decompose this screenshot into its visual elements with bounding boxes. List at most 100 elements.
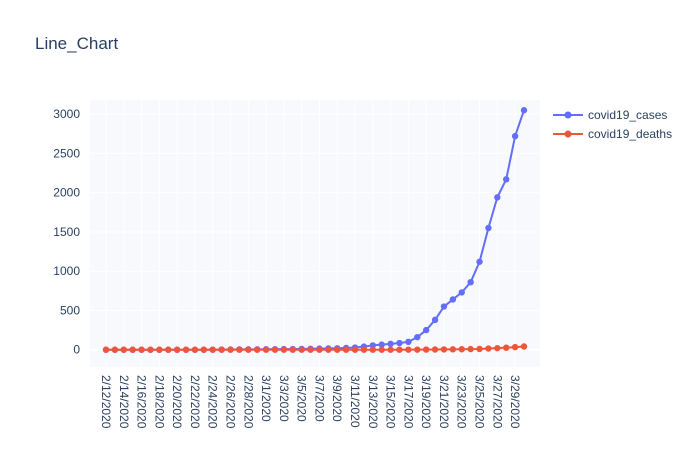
data-point: [262, 346, 270, 353]
data-point: [147, 346, 154, 353]
x-tick-label: 3/23/2020: [455, 375, 469, 429]
plot-background: [90, 100, 540, 367]
x-tick-label: 3/15/2020: [384, 375, 398, 429]
data-point: [156, 346, 163, 353]
x-tick-label: 3/5/2020: [295, 375, 309, 422]
data-point: [236, 346, 243, 353]
data-point: [369, 346, 377, 353]
data-point: [102, 346, 110, 353]
x-tick-label: 2/18/2020: [152, 375, 166, 429]
data-point: [449, 346, 457, 353]
x-tick-label: 3/1/2020: [259, 375, 273, 422]
data-point: [245, 346, 252, 353]
data-point: [138, 346, 145, 353]
x-tick-label: 2/12/2020: [99, 375, 113, 429]
legend-marker: [564, 111, 572, 119]
data-point: [405, 346, 412, 353]
x-tick-label: 2/28/2020: [241, 375, 255, 429]
data-point: [227, 346, 234, 353]
data-point: [165, 346, 172, 353]
x-tick-label: 3/25/2020: [473, 375, 487, 429]
data-point: [414, 346, 421, 353]
y-tick-label: 1000: [53, 264, 80, 278]
y-tick-label: 2500: [53, 146, 80, 160]
data-point: [253, 346, 261, 353]
data-point: [378, 341, 385, 348]
data-point: [298, 346, 305, 353]
x-tick-label: 2/22/2020: [188, 375, 202, 429]
x-tick-label: 3/9/2020: [330, 375, 344, 422]
data-point: [520, 343, 528, 350]
data-point: [307, 346, 314, 353]
data-point: [351, 346, 359, 353]
x-tick-label: 2/26/2020: [224, 375, 238, 429]
data-point: [458, 346, 465, 353]
data-point: [458, 289, 465, 296]
y-tick-label: 2000: [53, 186, 80, 200]
data-point: [503, 344, 510, 351]
data-point: [405, 338, 412, 346]
x-tick-label: 3/11/2020: [348, 375, 362, 428]
data-point: [431, 316, 439, 324]
data-point: [334, 346, 341, 353]
data-point: [200, 346, 208, 353]
data-point: [422, 326, 430, 334]
data-point: [485, 224, 492, 232]
data-point: [387, 346, 394, 353]
data-point: [111, 346, 119, 353]
data-point: [120, 346, 127, 353]
legend-item: covid19_cases: [553, 108, 667, 122]
series-covid19_deaths: [102, 343, 528, 353]
data-point: [325, 346, 332, 353]
data-point: [271, 346, 279, 353]
y-tick-label: 0: [73, 343, 80, 357]
data-point: [440, 303, 448, 310]
data-point: [414, 333, 421, 341]
data-point: [280, 346, 288, 353]
y-tick-label: 500: [60, 303, 80, 317]
data-point: [289, 346, 296, 353]
data-point: [387, 340, 394, 348]
data-point: [449, 296, 457, 303]
data-point: [485, 345, 492, 352]
data-point: [440, 346, 448, 353]
data-point: [378, 346, 385, 353]
x-tick-label: 3/7/2020: [312, 375, 326, 422]
data-point: [342, 346, 350, 353]
legend-label: covid19_deaths: [588, 127, 672, 141]
x-tick-label: 3/3/2020: [277, 375, 291, 422]
x-tick-label: 3/13/2020: [366, 375, 380, 429]
data-point: [191, 346, 199, 353]
legend-label: covid19_cases: [588, 108, 667, 122]
x-tick-label: 3/17/2020: [401, 375, 415, 429]
data-point: [129, 346, 136, 353]
x-tick-label: 3/29/2020: [508, 375, 522, 429]
data-point: [476, 345, 483, 353]
data-point: [173, 346, 181, 353]
data-point: [467, 345, 474, 353]
data-point: [360, 346, 368, 353]
x-tick-label: 3/21/2020: [437, 375, 451, 429]
data-point: [494, 194, 501, 201]
data-point: [422, 346, 430, 353]
data-point: [431, 346, 439, 353]
legend-item: covid19_deaths: [553, 127, 672, 141]
data-point: [511, 343, 519, 351]
data-point: [316, 346, 323, 353]
data-point: [494, 344, 501, 352]
data-point: [218, 346, 225, 353]
data-point: [520, 107, 528, 114]
x-tick-label: 3/27/2020: [490, 375, 504, 429]
x-tick-label: 2/14/2020: [117, 375, 131, 429]
x-tick-label: 2/24/2020: [206, 375, 220, 429]
data-point: [511, 132, 519, 140]
data-point: [209, 346, 216, 353]
y-tick-label: 3000: [53, 107, 80, 121]
data-point: [476, 258, 483, 265]
legend-marker: [564, 130, 572, 138]
data-point: [182, 346, 190, 353]
chart-title: Line_Chart: [35, 34, 119, 53]
data-point: [467, 278, 474, 286]
